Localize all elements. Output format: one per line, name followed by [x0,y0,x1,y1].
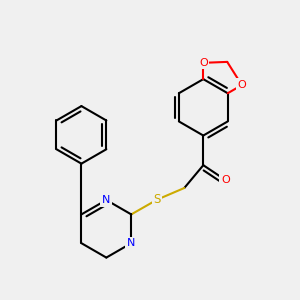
Text: N: N [102,195,110,205]
Text: S: S [153,193,161,206]
Text: N: N [127,238,136,248]
Text: O: O [238,80,246,90]
Text: O: O [199,58,208,68]
Text: O: O [221,175,230,185]
